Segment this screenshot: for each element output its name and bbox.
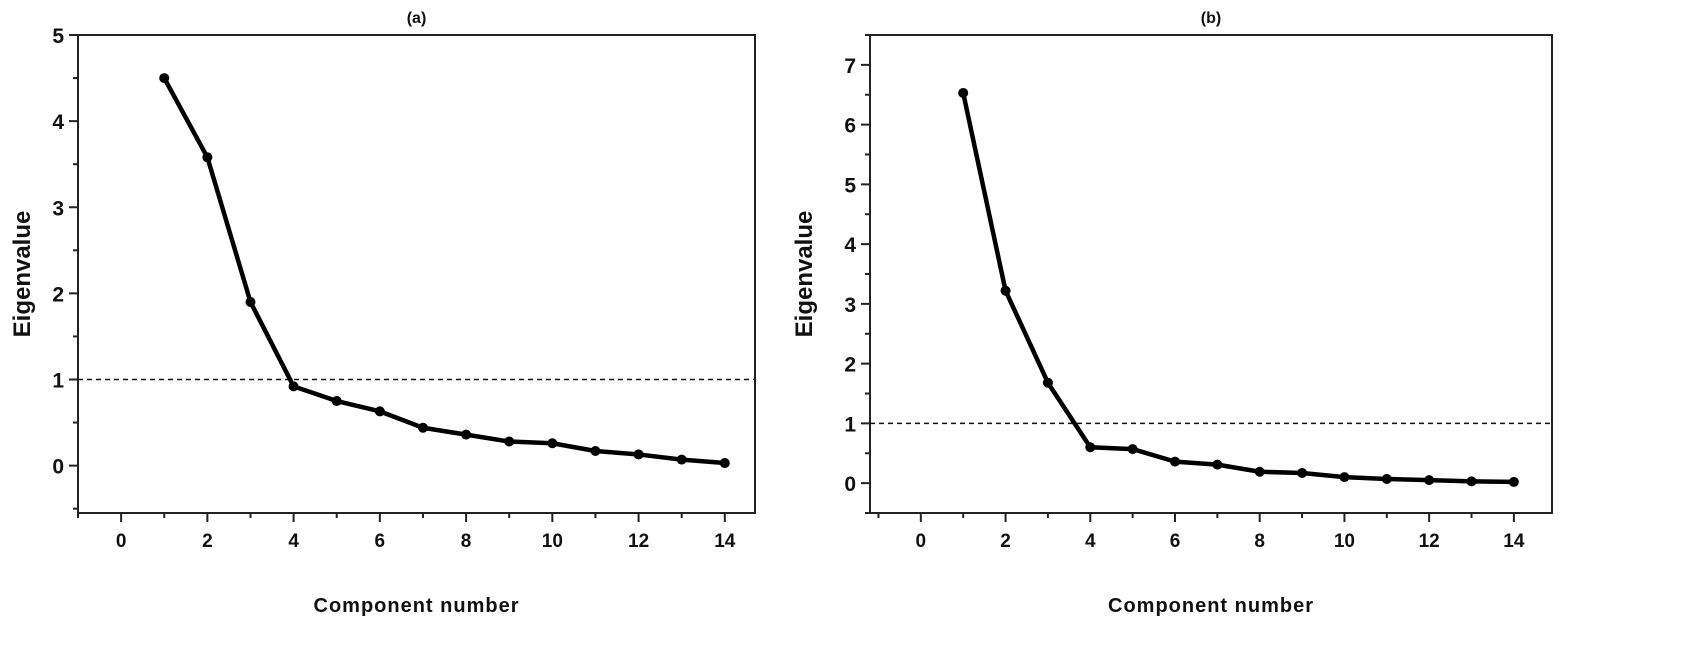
data-point bbox=[958, 87, 969, 98]
y-tick-label: 4 bbox=[844, 234, 856, 257]
data-point bbox=[417, 422, 428, 433]
x-tick-label: 8 bbox=[461, 531, 472, 552]
x-tick-label: 0 bbox=[116, 531, 127, 552]
data-point bbox=[1042, 377, 1053, 388]
data-point bbox=[590, 445, 601, 456]
data-point bbox=[676, 454, 687, 465]
x-tick-label: 2 bbox=[202, 531, 213, 552]
data-point bbox=[159, 73, 170, 84]
x-tick-label: 10 bbox=[542, 531, 563, 552]
data-point bbox=[1212, 459, 1223, 470]
data-point bbox=[1381, 473, 1392, 484]
eigenvalue-series-line bbox=[162, 76, 725, 466]
y-axis-title: Eigenvalue bbox=[9, 211, 36, 338]
y-tick-label: 0 bbox=[844, 473, 856, 496]
data-point bbox=[719, 458, 730, 469]
data-point bbox=[1339, 472, 1350, 483]
data-point bbox=[504, 436, 515, 447]
data-point bbox=[1466, 476, 1477, 487]
panel-title: (a) bbox=[407, 10, 427, 27]
data-point bbox=[1127, 444, 1138, 455]
x-tick-label: 4 bbox=[288, 531, 299, 552]
y-tick-label: 2 bbox=[844, 354, 856, 377]
panel-title: (b) bbox=[1201, 10, 1221, 27]
x-tick-label: 2 bbox=[1000, 531, 1011, 552]
y-tick-label: 2 bbox=[52, 283, 64, 306]
x-tick-label: 6 bbox=[1170, 531, 1181, 552]
x-tick-label: 6 bbox=[375, 531, 386, 552]
x-tick-label: 12 bbox=[628, 531, 649, 552]
y-tick-label: 3 bbox=[844, 294, 856, 317]
data-point bbox=[461, 429, 472, 440]
data-point bbox=[547, 438, 558, 449]
data-point bbox=[1424, 475, 1435, 486]
data-point bbox=[245, 296, 256, 307]
x-tick-label: 0 bbox=[916, 531, 927, 552]
y-tick-label: 3 bbox=[52, 197, 64, 220]
data-point bbox=[202, 152, 213, 163]
data-point bbox=[1297, 467, 1308, 478]
data-point bbox=[374, 406, 385, 417]
plot-frame bbox=[77, 34, 756, 514]
data-point bbox=[1169, 456, 1180, 467]
x-axis-title: Component number bbox=[1108, 595, 1314, 617]
y-tick-label: 0 bbox=[52, 456, 64, 479]
data-point bbox=[1508, 476, 1519, 487]
y-tick-label: 7 bbox=[844, 55, 856, 78]
x-tick-label: 12 bbox=[1419, 531, 1440, 552]
x-tick-label: 14 bbox=[1503, 531, 1525, 552]
eigenvalue-series-line bbox=[960, 92, 1514, 485]
y-tick-label: 1 bbox=[52, 370, 64, 393]
y-tick-label: 4 bbox=[52, 111, 64, 134]
x-tick-label: 4 bbox=[1085, 531, 1096, 552]
x-tick-label: 10 bbox=[1334, 531, 1355, 552]
y-tick-label: 5 bbox=[844, 174, 856, 197]
plot-frame bbox=[869, 34, 1553, 514]
x-axis-title: Component number bbox=[314, 595, 520, 617]
data-point bbox=[633, 449, 644, 460]
y-tick-label: 1 bbox=[844, 413, 856, 436]
data-point bbox=[1000, 285, 1011, 296]
x-tick-label: 14 bbox=[714, 531, 736, 552]
data-point bbox=[1254, 466, 1265, 477]
data-point bbox=[1085, 442, 1096, 453]
data-point bbox=[331, 396, 342, 407]
x-tick-label: 8 bbox=[1254, 531, 1265, 552]
data-point bbox=[288, 381, 299, 392]
y-axis-title: Eigenvalue bbox=[791, 211, 818, 338]
y-tick-label: 5 bbox=[52, 25, 64, 48]
y-tick-label: 6 bbox=[844, 115, 856, 138]
